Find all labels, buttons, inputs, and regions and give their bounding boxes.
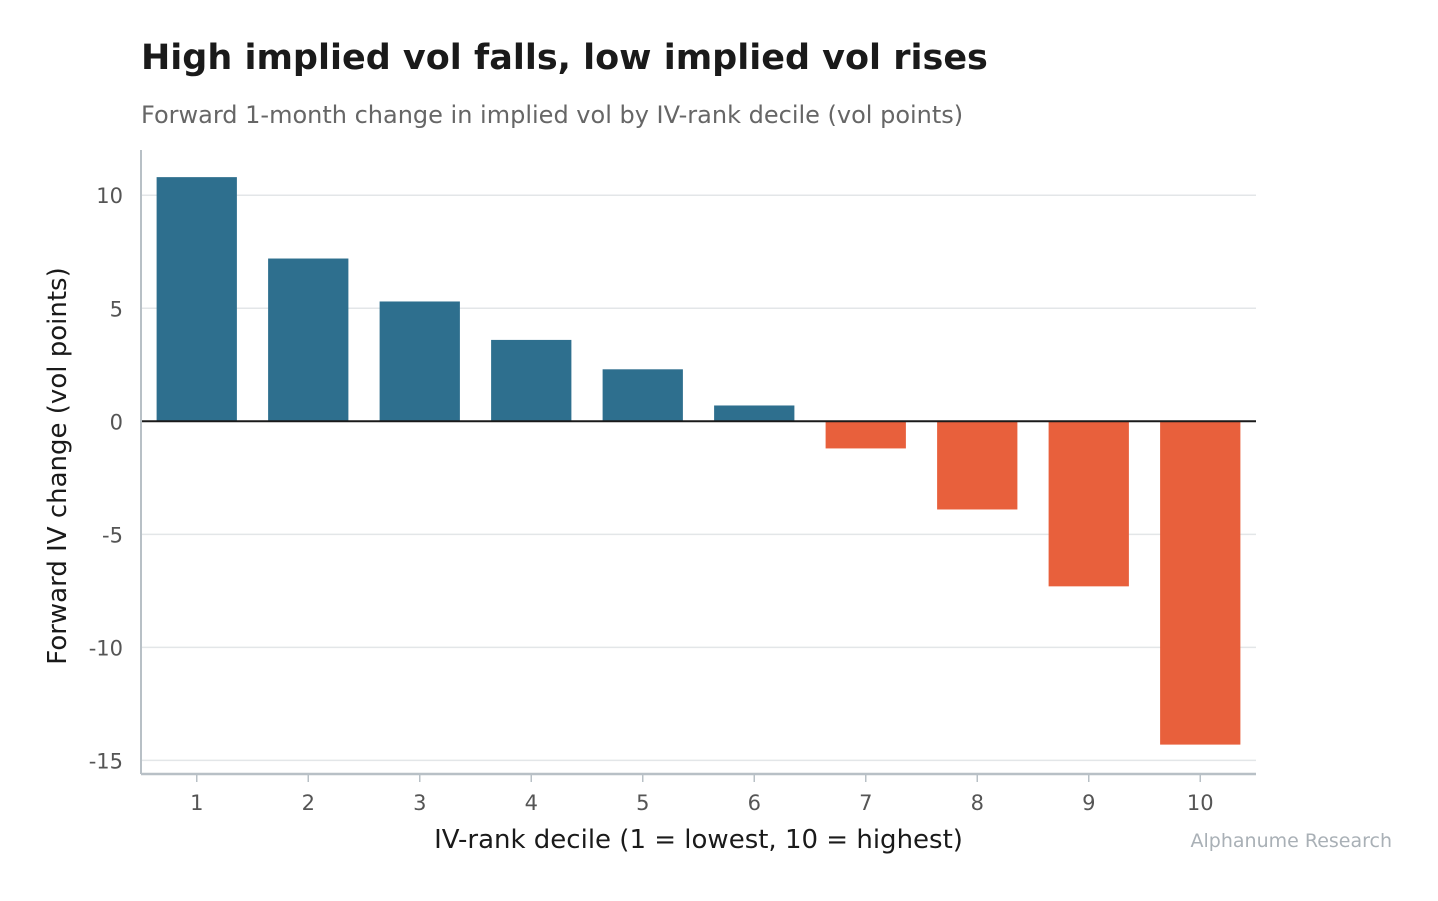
bar [379, 301, 460, 422]
source-credit: Alphanume Research [1190, 830, 1393, 852]
y-tick-label: -15 [89, 749, 123, 773]
x-tick-label: 10 [1187, 791, 1214, 815]
bar [602, 369, 683, 422]
chart-subtitle: Forward 1-month change in implied vol by… [141, 101, 964, 129]
bar [268, 258, 349, 422]
bar [714, 405, 795, 422]
bar [1048, 421, 1129, 587]
y-tick-label: -10 [89, 636, 123, 660]
x-tick-label: 7 [859, 791, 872, 815]
y-tick-label: 10 [96, 184, 123, 208]
y-tick-label: 0 [110, 410, 123, 434]
x-tick-label: 8 [971, 791, 984, 815]
x-tick-label: 9 [1082, 791, 1095, 815]
y-axis-ticks: 10 5 0 -5 -10 -15 [89, 184, 123, 773]
x-tick-label: 4 [525, 791, 538, 815]
x-axis-ticks: 1 2 3 4 5 6 7 8 9 10 [190, 774, 1214, 815]
x-axis-title: IV-rank decile (1 = lowest, 10 = highest… [434, 825, 963, 855]
x-tick-label: 3 [413, 791, 426, 815]
bar [825, 421, 906, 449]
bar [1160, 421, 1241, 745]
y-axis-title: Forward IV change (vol points) [43, 267, 73, 664]
x-tick-label: 1 [190, 791, 203, 815]
x-tick-label: 5 [636, 791, 649, 815]
bar [937, 421, 1018, 510]
y-tick-label: 5 [110, 297, 123, 321]
x-tick-label: 6 [748, 791, 761, 815]
chart-title: High implied vol falls, low implied vol … [141, 38, 988, 78]
bar [491, 339, 572, 422]
x-tick-label: 2 [302, 791, 315, 815]
y-tick-label: -5 [102, 523, 123, 547]
bar [156, 177, 237, 422]
bars [156, 177, 1241, 745]
